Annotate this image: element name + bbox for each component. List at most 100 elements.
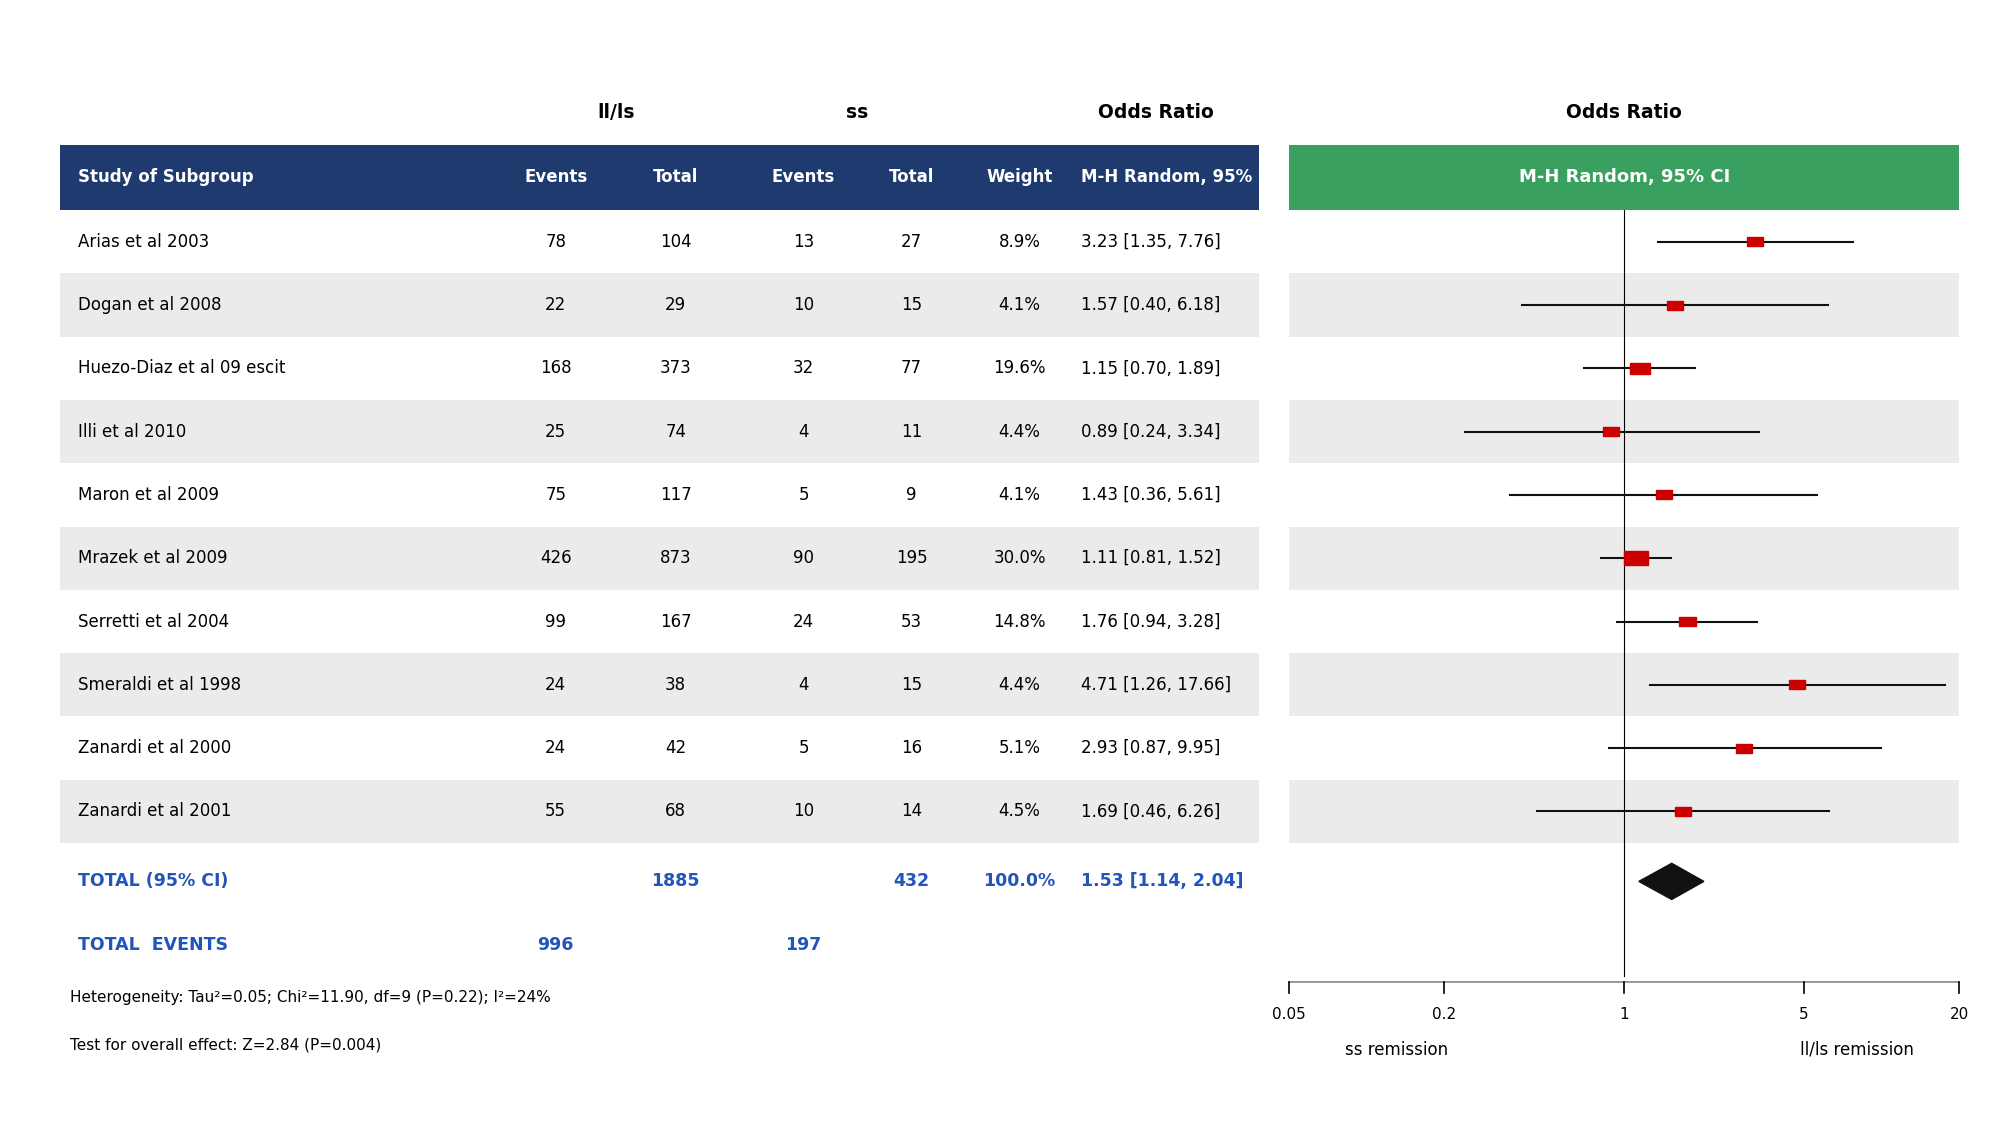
Polygon shape [1638, 863, 1702, 899]
Text: 74: 74 [665, 423, 685, 441]
Bar [60, 463, 1259, 527]
Text: 1.53 [1.14, 2.04]: 1.53 [1.14, 2.04] [1081, 872, 1243, 890]
Text: 0.89 [0.24, 3.34]: 0.89 [0.24, 3.34] [1081, 423, 1221, 441]
Text: 14: 14 [901, 802, 921, 820]
Text: 1.76 [0.94, 3.28]: 1.76 [0.94, 3.28] [1081, 612, 1221, 631]
Text: 1.57 [0.40, 6.18]: 1.57 [0.40, 6.18] [1081, 296, 1221, 314]
Text: 4.1%: 4.1% [997, 296, 1041, 314]
Text: 25: 25 [545, 423, 565, 441]
Bar [1289, 337, 1958, 400]
Bar [1678, 617, 1694, 626]
Text: Mrazek et al 2009: Mrazek et al 2009 [78, 549, 228, 567]
Text: Events: Events [523, 168, 587, 186]
Text: 4.1%: 4.1% [997, 486, 1041, 504]
Bar [1289, 273, 1958, 337]
Text: 373: 373 [659, 359, 691, 377]
Bar [1289, 716, 1958, 780]
Text: 24: 24 [545, 676, 565, 694]
Text: 32: 32 [793, 359, 813, 377]
Text: 100.0%: 100.0% [983, 872, 1055, 890]
Text: 90: 90 [793, 549, 813, 567]
Text: 1.15 [0.70, 1.89]: 1.15 [0.70, 1.89] [1081, 359, 1221, 377]
Text: 9: 9 [905, 486, 917, 504]
Text: 38: 38 [665, 676, 685, 694]
Text: 15: 15 [901, 296, 921, 314]
Text: M-H Random, 95% CI: M-H Random, 95% CI [1081, 168, 1277, 186]
Bar [1289, 653, 1958, 716]
Text: 1.43 [0.36, 5.61]: 1.43 [0.36, 5.61] [1081, 486, 1221, 504]
Text: 1.11 [0.81, 1.52]: 1.11 [0.81, 1.52] [1081, 549, 1221, 567]
Bar [1788, 680, 1804, 689]
Text: 1: 1 [1618, 1007, 1628, 1022]
Bar [60, 273, 1259, 337]
Bar [60, 337, 1259, 400]
Bar [60, 210, 1259, 273]
Text: 68: 68 [665, 802, 685, 820]
Text: 8.9%: 8.9% [999, 233, 1039, 251]
Bar [1602, 427, 1618, 436]
Text: ss: ss [845, 104, 869, 122]
Text: Zanardi et al 2000: Zanardi et al 2000 [78, 739, 232, 757]
Text: Total: Total [889, 168, 933, 186]
Text: 15: 15 [901, 676, 921, 694]
Text: 77: 77 [901, 359, 921, 377]
Text: Heterogeneity: Tau²=0.05; Chi²=11.90, df=9 (P=0.22); I²=24%: Heterogeneity: Tau²=0.05; Chi²=11.90, df… [70, 990, 549, 1005]
Text: ll/ls: ll/ls [597, 104, 633, 122]
Text: 2.93 [0.87, 9.95]: 2.93 [0.87, 9.95] [1081, 739, 1221, 757]
Text: Total: Total [653, 168, 697, 186]
Bar [60, 145, 1259, 210]
Text: 168: 168 [539, 359, 571, 377]
Text: 167: 167 [659, 612, 691, 631]
Text: 24: 24 [793, 612, 813, 631]
Text: 5: 5 [1798, 1007, 1808, 1022]
Text: 20: 20 [1948, 1007, 1968, 1022]
Text: 432: 432 [893, 872, 929, 890]
Text: Dogan et al 2008: Dogan et al 2008 [78, 296, 222, 314]
Text: 24: 24 [545, 739, 565, 757]
Text: 19.6%: 19.6% [993, 359, 1045, 377]
Text: 16: 16 [901, 739, 921, 757]
Text: Zanardi et al 2001: Zanardi et al 2001 [78, 802, 232, 820]
Text: 3.23 [1.35, 7.76]: 3.23 [1.35, 7.76] [1081, 233, 1221, 251]
Text: 4.4%: 4.4% [999, 676, 1039, 694]
Text: ss remission: ss remission [1345, 1041, 1447, 1059]
Text: TOTAL (95% CI): TOTAL (95% CI) [78, 872, 228, 890]
Text: 11: 11 [901, 423, 921, 441]
Bar [1289, 210, 1958, 273]
Bar [1736, 744, 1752, 753]
Text: 53: 53 [901, 612, 921, 631]
Text: 104: 104 [659, 233, 691, 251]
Text: Odds Ratio: Odds Ratio [1566, 104, 1680, 122]
Text: 996: 996 [537, 936, 573, 954]
Text: 42: 42 [665, 739, 685, 757]
Bar [1628, 363, 1648, 374]
Text: 0.2: 0.2 [1431, 1007, 1457, 1022]
Bar [60, 527, 1259, 590]
Text: 4.71 [1.26, 17.66]: 4.71 [1.26, 17.66] [1081, 676, 1231, 694]
Bar [60, 653, 1259, 716]
Text: Huezo-Diaz et al 09 escit: Huezo-Diaz et al 09 escit [78, 359, 286, 377]
Bar [1674, 807, 1690, 816]
Text: Events: Events [771, 168, 835, 186]
Text: 873: 873 [659, 549, 691, 567]
Bar [1289, 145, 1958, 210]
Text: 78: 78 [545, 233, 565, 251]
Text: 4.5%: 4.5% [999, 802, 1039, 820]
Text: 197: 197 [785, 936, 821, 954]
Text: 4.4%: 4.4% [999, 423, 1039, 441]
Bar [1289, 400, 1958, 463]
Text: 5: 5 [797, 486, 809, 504]
Text: 55: 55 [545, 802, 565, 820]
Text: 30.0%: 30.0% [993, 549, 1045, 567]
Text: Weight: Weight [985, 168, 1053, 186]
Bar [1746, 237, 1762, 246]
Text: Study of Subgroup: Study of Subgroup [78, 168, 254, 186]
Text: 5.1%: 5.1% [997, 739, 1041, 757]
Text: Odds Ratio: Odds Ratio [1097, 104, 1213, 122]
Bar [1289, 590, 1958, 653]
Text: 0.05: 0.05 [1273, 1007, 1305, 1022]
Text: Arias et al 2003: Arias et al 2003 [78, 233, 210, 251]
Bar [60, 716, 1259, 780]
Bar [60, 780, 1259, 843]
Text: 1885: 1885 [651, 872, 699, 890]
